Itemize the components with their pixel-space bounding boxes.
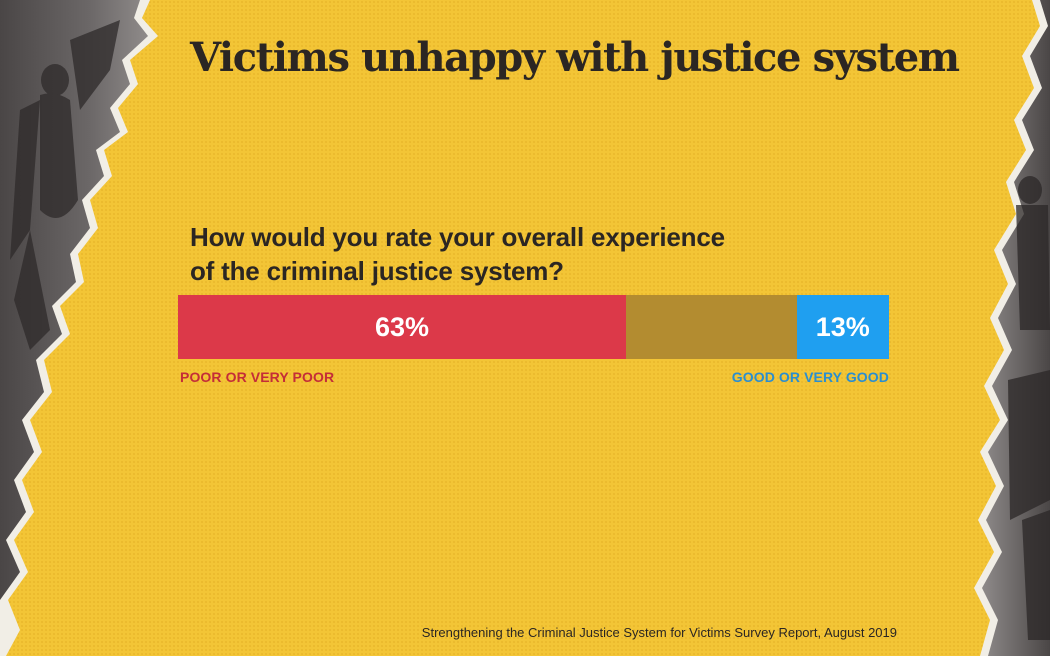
source-note: Strengthening the Criminal Justice Syste… bbox=[421, 625, 897, 640]
chart-title: Victims unhappy with justice system bbox=[190, 34, 960, 81]
question-line-1: How would you rate your overall experien… bbox=[190, 222, 725, 252]
question-line-2: of the criminal justice system? bbox=[190, 256, 564, 286]
survey-question: How would you rate your overall experien… bbox=[190, 220, 830, 288]
angel-statue bbox=[10, 20, 120, 350]
torn-photo-left bbox=[0, 0, 158, 656]
stacked-bar: 63% 13% bbox=[178, 295, 889, 359]
bar-segment-neutral bbox=[625, 295, 797, 359]
category-label-poor: POOR OR VERY POOR bbox=[180, 369, 335, 385]
bar-segment-poor: 63% bbox=[178, 295, 626, 359]
data-label-good: 13% bbox=[815, 311, 870, 342]
torn-photo-right bbox=[974, 0, 1050, 656]
category-label-good: GOOD OR VERY GOOD bbox=[731, 369, 889, 385]
data-label-poor: 63% bbox=[374, 311, 429, 342]
relief-statue bbox=[1008, 176, 1050, 640]
bar-segment-good: 13% bbox=[796, 295, 889, 359]
